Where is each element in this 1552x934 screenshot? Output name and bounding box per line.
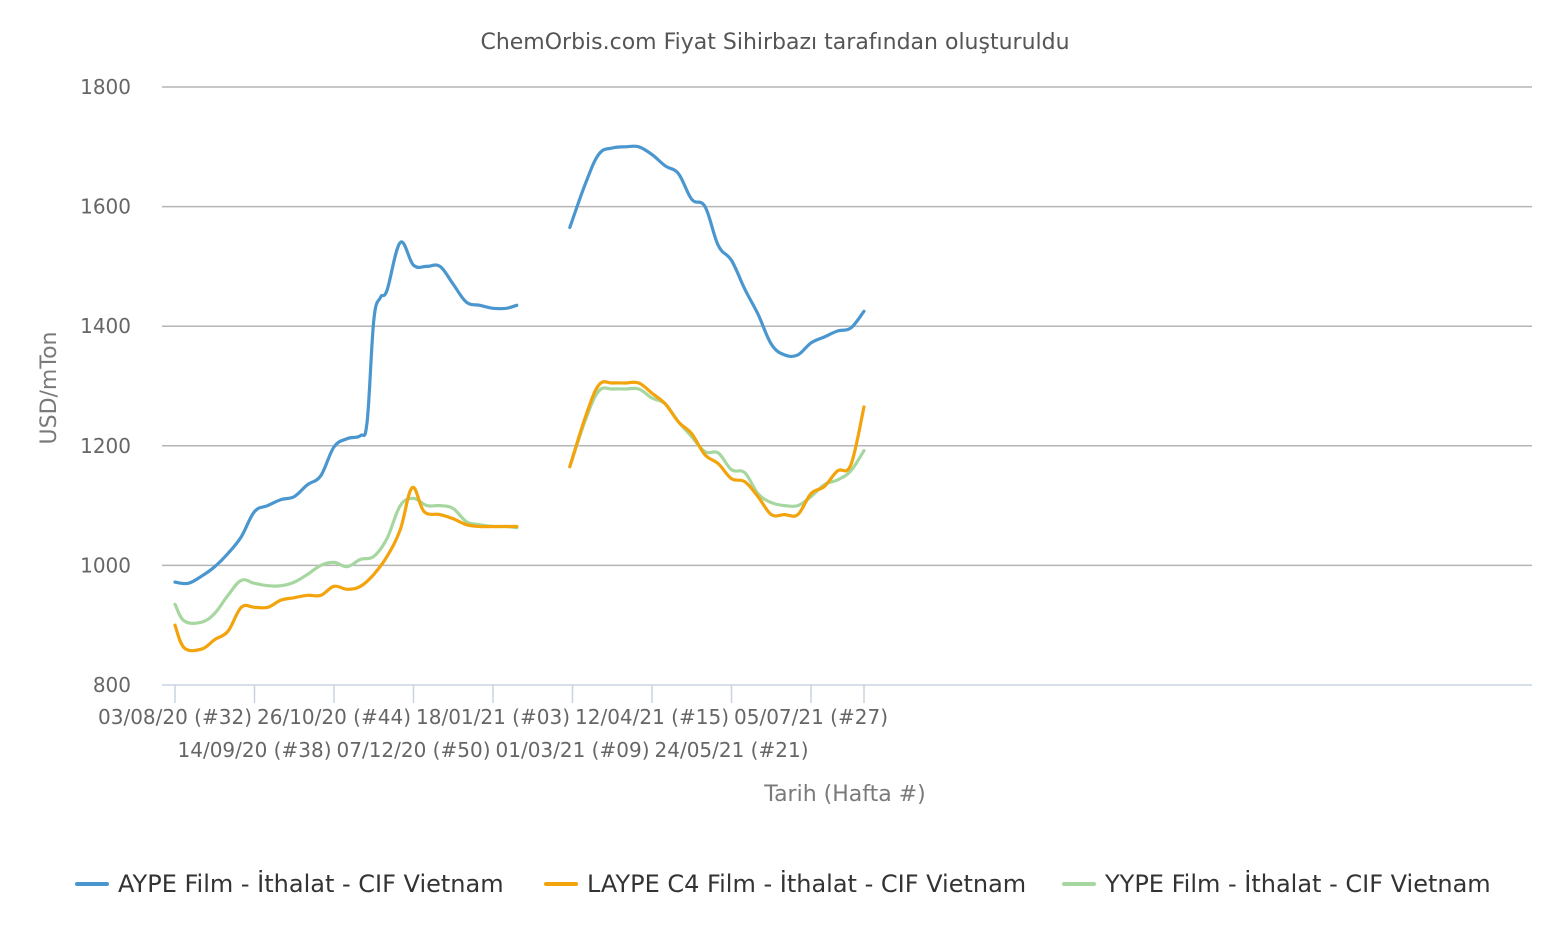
x-tick-label: 18/01/21 (#03) [416, 705, 570, 729]
yype-series-line [173, 496, 519, 625]
legend: AYPE Film - İthalat - CIF Vietnam LAYPE C… [75, 869, 1491, 898]
x-tick-label: 26/10/20 (#44) [257, 705, 411, 729]
gridlines [162, 86, 1532, 567]
chart-subtitle: ChemOrbis.com Fiyat Sihirbazı tarafından… [480, 30, 1069, 55]
x-tick-label: 03/08/20 (#32) [98, 705, 252, 729]
legend-label: YYPE Film - İthalat - CIF Vietnam [1104, 869, 1491, 898]
x-tick-label: 24/05/21 (#21) [655, 738, 809, 762]
laype-c4-series-line [568, 380, 866, 518]
x-tick-label: 14/09/20 (#38) [178, 738, 332, 762]
y-tick-label: 1600 [80, 195, 131, 219]
x-tick-label: 12/04/21 (#15) [575, 705, 729, 729]
legend-item-laype-c4[interactable]: LAYPE C4 Film - İthalat - CIF Vietnam [544, 869, 1026, 898]
x-tick-label: 07/12/20 (#50) [337, 738, 491, 762]
series-lines [173, 144, 866, 653]
x-tick-label: 05/07/21 (#27) [734, 705, 888, 729]
aype-series-line [173, 240, 519, 586]
y-tick-label: 1800 [80, 75, 131, 99]
y-tick-label: 1400 [80, 314, 131, 338]
legend-item-aype[interactable]: AYPE Film - İthalat - CIF Vietnam [75, 869, 504, 898]
x-axis: 03/08/20 (#32) 14/09/20 (#38) 26/10/20 (#4… [98, 684, 1532, 762]
legend-item-yype[interactable]: YYPE Film - İthalat - CIF Vietnam [1062, 869, 1491, 898]
y-axis-tick-labels: 800 1000 1200 1400 1600 1800 [80, 75, 131, 697]
y-tick-label: 1200 [80, 434, 131, 458]
yype-series-line [568, 386, 866, 509]
y-tick-label: 800 [93, 673, 131, 697]
y-tick-label: 1000 [80, 553, 131, 577]
legend-label: LAYPE C4 Film - İthalat - CIF Vietnam [587, 869, 1026, 898]
legend-label: AYPE Film - İthalat - CIF Vietnam [118, 869, 504, 898]
laype-c4-series-line [173, 485, 519, 653]
x-axis-title: Tarih (Hafta #) [763, 782, 925, 807]
y-axis-title: USD/mTon [37, 332, 62, 445]
aype-series-line [568, 144, 866, 359]
x-tick-label: 01/03/21 (#09) [496, 738, 650, 762]
